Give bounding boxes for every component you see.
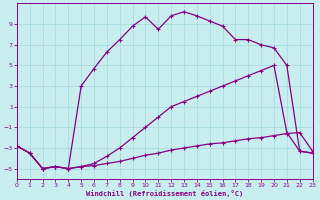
X-axis label: Windchill (Refroidissement éolien,°C): Windchill (Refroidissement éolien,°C) xyxy=(86,190,243,197)
